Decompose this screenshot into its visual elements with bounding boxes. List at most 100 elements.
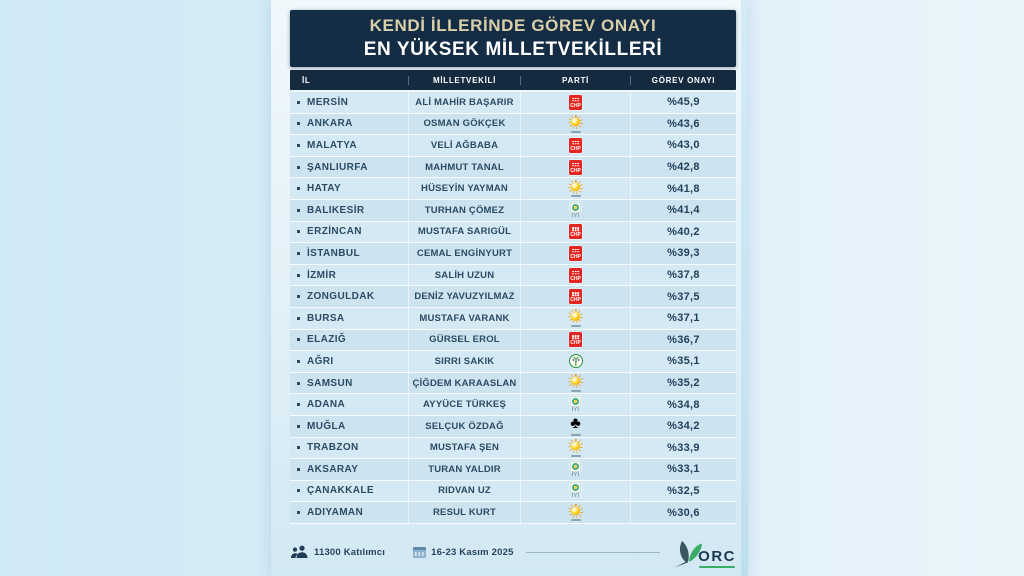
province-label: SAMSUN <box>307 377 353 389</box>
bullet-icon <box>297 208 300 212</box>
approval-value: %37,1 <box>630 307 736 329</box>
party-cell: CHP <box>520 135 630 156</box>
chp-flag-shape: CHP <box>569 245 582 261</box>
table-body: MERSİN ALİ MAHİR BAŞARIR CHP %45,9 ANKAR… <box>290 92 736 524</box>
table-row: MUĞLA SELÇUK ÖZDAĞ ♣ %34,2 <box>290 415 736 438</box>
mp-name: AYYÜCE TÜRKEŞ <box>408 394 520 415</box>
mp-name: MUSTAFA ŞEN <box>408 437 520 459</box>
party-cell: CHP <box>520 243 630 264</box>
chp-flag-shape: CHP <box>569 267 582 283</box>
mp-name: MUSTAFA SARIGÜL <box>408 221 520 243</box>
akp-party-logo <box>568 309 583 327</box>
iyi-logo-text: İYİ <box>571 493 580 500</box>
mp-name: ÇİĞDEM KARAASLAN <box>408 372 520 394</box>
date-label: 16-23 Kasım 2025 <box>431 546 514 558</box>
party-caption-bar <box>570 130 581 133</box>
bullet-icon <box>297 403 300 407</box>
party-cell: CHP <box>520 264 630 286</box>
header-parti: PARTİ <box>520 75 630 85</box>
chp-logo-text: CHP <box>570 340 581 347</box>
province-cell: İZMİR <box>290 265 408 286</box>
province-label: BALIKESİR <box>307 204 365 216</box>
chp-logo-text: CHP <box>570 275 581 282</box>
approval-value: %34,8 <box>630 394 736 415</box>
mp-name: RIDVAN UZ <box>408 480 520 502</box>
bullet-icon <box>297 446 300 450</box>
table-row: ADIYAMAN RESUL KURT %30,6 <box>290 502 736 524</box>
bullet-icon <box>297 381 300 385</box>
sun-shape <box>572 462 579 470</box>
participants-label: 11300 Katılımcı <box>314 546 386 558</box>
province-cell: SAMSUN <box>290 373 408 394</box>
party-caption-bar <box>570 519 581 522</box>
province-cell: ŞANLIURFA <box>290 157 408 178</box>
bullet-icon <box>297 100 300 104</box>
party-caption-bar <box>570 195 581 198</box>
table-row: HATAY HÜSEYİN YAYMAN %41,8 <box>290 178 736 200</box>
province-cell: ERZİNCAN <box>290 222 408 243</box>
iyi-logo-text: İYİ <box>571 212 580 219</box>
party-cell: ♣ <box>520 415 630 437</box>
chp-logo-text: CHP <box>570 297 581 304</box>
party-cell <box>520 307 630 329</box>
bullet-icon <box>297 230 300 234</box>
party-caption-bar <box>570 389 581 392</box>
iyi-party-logo: İYİ <box>570 201 581 220</box>
party-cell <box>520 351 630 372</box>
chp-logo-text: CHP <box>570 232 581 239</box>
chp-logo-text: CHP <box>570 253 581 260</box>
mp-name: TURHAN ÇÖMEZ <box>408 199 520 221</box>
mp-name: SELÇUK ÖZDAĞ <box>408 415 520 437</box>
orc-logo: ORC <box>672 536 736 568</box>
party-cell: CHP <box>520 286 630 307</box>
table-row: İSTANBUL CEMAL ENGİNYURT CHP %39,3 <box>290 243 736 265</box>
table-row: ADANA AYYÜCE TÜRKEŞ İYİ %34,8 <box>290 394 736 416</box>
province-cell: ZONGULDAK <box>290 286 408 307</box>
table-row: ELAZIĞ GÜRSEL EROL CHP %36,7 <box>290 329 736 352</box>
province-cell: MUĞLA <box>290 416 408 437</box>
chp-party-logo: CHP <box>569 267 582 283</box>
party-cell: İYİ <box>520 480 630 502</box>
province-label: ADIYAMAN <box>307 507 364 519</box>
party-cell: CHP <box>520 329 630 351</box>
table-row: SAMSUN ÇİĞDEM KARAASLAN %35,2 <box>290 372 736 395</box>
table-row: MALATYA VELİ AĞBABA CHP %43,0 <box>290 135 736 157</box>
approval-value: %33,1 <box>630 459 736 480</box>
chp-logo-text: CHP <box>570 167 581 174</box>
chp-flag-shape: CHP <box>569 289 582 305</box>
province-cell: AKSARAY <box>290 459 408 480</box>
table-row: BALIKESİR TURHAN ÇÖMEZ İYİ %41,4 <box>290 199 736 222</box>
province-label: ŞANLIURFA <box>307 161 368 173</box>
table-row: BURSA MUSTAFA VARANK %37,1 <box>290 307 736 330</box>
party-cell: İYİ <box>520 199 630 221</box>
province-cell: ADIYAMAN <box>290 502 408 523</box>
title-block: KENDİ İLLERİNDE GÖREV ONAYI EN YÜKSEK Mİ… <box>290 10 736 67</box>
mp-name: ALİ MAHİR BAŞARIR <box>408 92 520 113</box>
date-item: 16-23 Kasım 2025 <box>385 546 514 558</box>
participants-item: 11300 Katılımcı <box>290 545 385 559</box>
party-cell <box>520 113 630 135</box>
province-cell: TRABZON <box>290 438 408 459</box>
iyi-sun-box <box>570 482 581 494</box>
chp-flag-shape: CHP <box>569 332 582 348</box>
bullet-icon <box>297 295 300 299</box>
mp-name: MUSTAFA VARANK <box>408 307 520 329</box>
party-cell: İYİ <box>520 394 630 415</box>
akp-party-logo <box>568 374 583 392</box>
table-row: TRABZON MUSTAFA ŞEN %33,9 <box>290 437 736 460</box>
bullet-icon <box>297 467 300 471</box>
approval-value: %35,1 <box>630 351 736 372</box>
sun-shape <box>572 203 579 211</box>
lightbulb-shape <box>568 374 583 389</box>
table-row: ERZİNCAN MUSTAFA SARIGÜL CHP %40,2 <box>290 221 736 244</box>
bullet-icon <box>297 424 300 428</box>
akp-party-logo <box>568 503 583 522</box>
approval-value: %42,8 <box>630 156 736 178</box>
table-row: ŞANLIURFA MAHMUT TANAL CHP %42,8 <box>290 156 736 179</box>
province-cell: MALATYA <box>290 135 408 156</box>
chp-flag-shape: CHP <box>569 159 582 175</box>
party-cell: CHP <box>520 92 630 113</box>
bullet-icon <box>297 316 300 320</box>
bullet-icon <box>297 165 300 169</box>
calendar-icon <box>413 546 427 558</box>
